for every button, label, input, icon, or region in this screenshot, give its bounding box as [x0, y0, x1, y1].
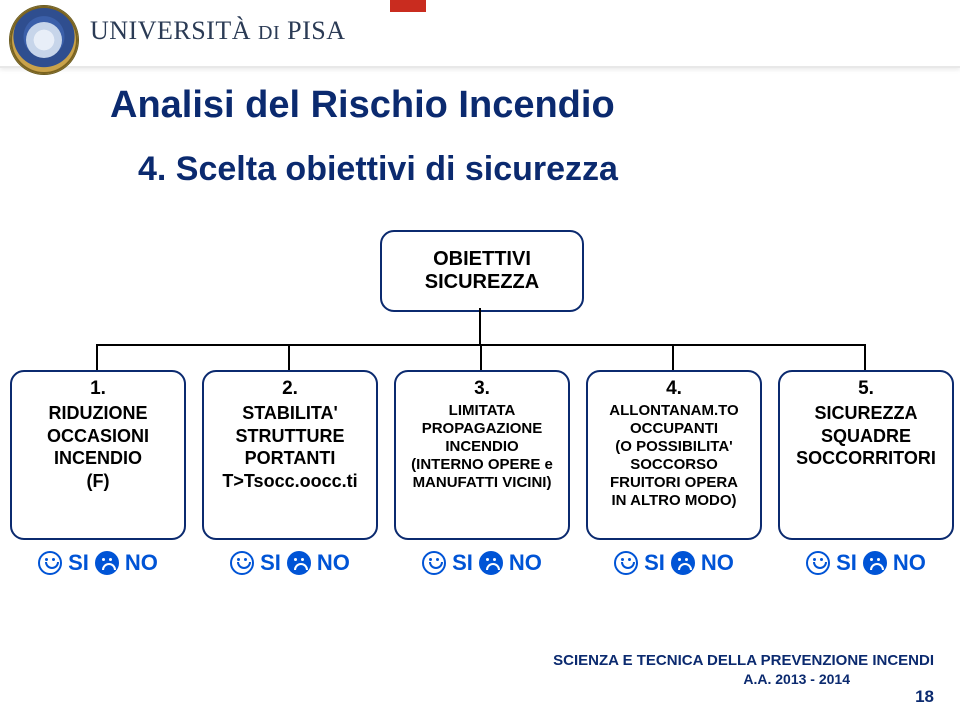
si-label: SI: [68, 550, 89, 576]
no-label: NO: [317, 550, 350, 576]
leaf-line: STRUTTURE: [236, 425, 345, 448]
root-line1: OBIETTIVI: [433, 248, 531, 271]
si-label: SI: [452, 550, 473, 576]
leaf-line: (O POSSIBILITA': [615, 438, 732, 456]
leaf-node: 1.RIDUZIONEOCCASIONIINCENDIO(F): [10, 370, 186, 540]
leaf-line: OCCUPANTI: [630, 420, 718, 438]
red-tab-icon: [390, 0, 426, 12]
leaf-line: (INTERNO OPERE e: [411, 456, 553, 474]
leaf-line: RIDUZIONE: [49, 402, 148, 425]
leaf-line: (F): [87, 470, 110, 493]
leaf-node: 3. LIMITATAPROPAGAZIONEINCENDIO(INTERNO O…: [394, 370, 570, 540]
smile-icon: [614, 551, 638, 575]
page-title: Analisi del Rischio Incendio: [110, 84, 615, 127]
si-no-choice: SI NO: [394, 550, 570, 576]
root-node: OBIETTIVI SICUREZZA: [380, 230, 584, 312]
uni-text-1: UNIVERSITÀ: [90, 16, 258, 45]
connector-drop: [288, 344, 290, 370]
smile-icon: [422, 551, 446, 575]
no-label: NO: [125, 550, 158, 576]
si-no-choice: SI NO: [586, 550, 762, 576]
leaf-line: INCENDIO: [54, 447, 142, 470]
header-bar: UNIVERSITÀ DI PISA: [0, 0, 960, 68]
leaf-line: SICUREZZA: [815, 402, 918, 425]
footer-course: SCIENZA E TECNICA DELLA PREVENZIONE INCE…: [553, 652, 934, 669]
leaf-number: 5.: [858, 378, 874, 400]
leaf-line: FRUITORI OPERA: [610, 474, 738, 492]
page-number: 18: [915, 687, 934, 707]
leaf-line: SOCCORRITORI: [796, 447, 936, 470]
si-no-choice: SI NO: [778, 550, 954, 576]
leaf-line: T>Tsocc.oocc.ti: [222, 470, 357, 493]
leaf-number: 2.: [282, 378, 298, 400]
uni-text-di: DI: [258, 22, 280, 44]
leaf-line: IN ALTRO MODO): [612, 492, 737, 510]
leaf-line: LIMITATA: [449, 402, 516, 420]
connector-drop: [672, 344, 674, 370]
leaf-line: INCENDIO: [445, 438, 518, 456]
smile-icon: [230, 551, 254, 575]
si-no-choice: SI NO: [10, 550, 186, 576]
leaf-line: MANUFATTI VICINI): [413, 474, 552, 492]
connector-trunk: [479, 308, 481, 344]
si-label: SI: [836, 550, 857, 576]
no-label: NO: [701, 550, 734, 576]
no-label: NO: [893, 550, 926, 576]
leaf-line: SOCCORSO: [630, 456, 718, 474]
footer-year: A.A. 2013 - 2014: [743, 671, 850, 687]
si-label: SI: [260, 550, 281, 576]
sad-icon: [479, 551, 503, 575]
sad-icon: [863, 551, 887, 575]
university-seal-icon: [10, 6, 78, 74]
smile-icon: [38, 551, 62, 575]
connector-drop: [480, 344, 482, 370]
leaf-number: 1.: [90, 378, 106, 400]
leaf-node: 4. ALLONTANAM.TOOCCUPANTI(O POSSIBILITA'S…: [586, 370, 762, 540]
leaf-number: 3.: [474, 378, 490, 400]
leaf-line: SQUADRE: [821, 425, 911, 448]
leaf-line: PORTANTI: [245, 447, 336, 470]
no-label: NO: [509, 550, 542, 576]
uni-text-2: PISA: [280, 16, 345, 45]
leaf-line: STABILITA': [242, 402, 338, 425]
smile-icon: [806, 551, 830, 575]
sad-icon: [287, 551, 311, 575]
leaf-line: OCCASIONI: [47, 425, 149, 448]
sad-icon: [95, 551, 119, 575]
si-no-choice: SI NO: [202, 550, 378, 576]
sad-icon: [671, 551, 695, 575]
leaf-number: 4.: [666, 378, 682, 400]
connector-drop: [96, 344, 98, 370]
root-line2: SICUREZZA: [425, 271, 539, 294]
leaf-line: ALLONTANAM.TO: [609, 402, 738, 420]
leaf-node: 2.STABILITA'STRUTTUREPORTANTIT>Tsocc.ooc…: [202, 370, 378, 540]
si-label: SI: [644, 550, 665, 576]
university-name: UNIVERSITÀ DI PISA: [90, 16, 345, 46]
leaf-line: PROPAGAZIONE: [422, 420, 543, 438]
page-subtitle: 4. Scelta obiettivi di sicurezza: [138, 150, 618, 189]
connector-drop: [864, 344, 866, 370]
leaf-node: 5.SICUREZZASQUADRESOCCORRITORI: [778, 370, 954, 540]
